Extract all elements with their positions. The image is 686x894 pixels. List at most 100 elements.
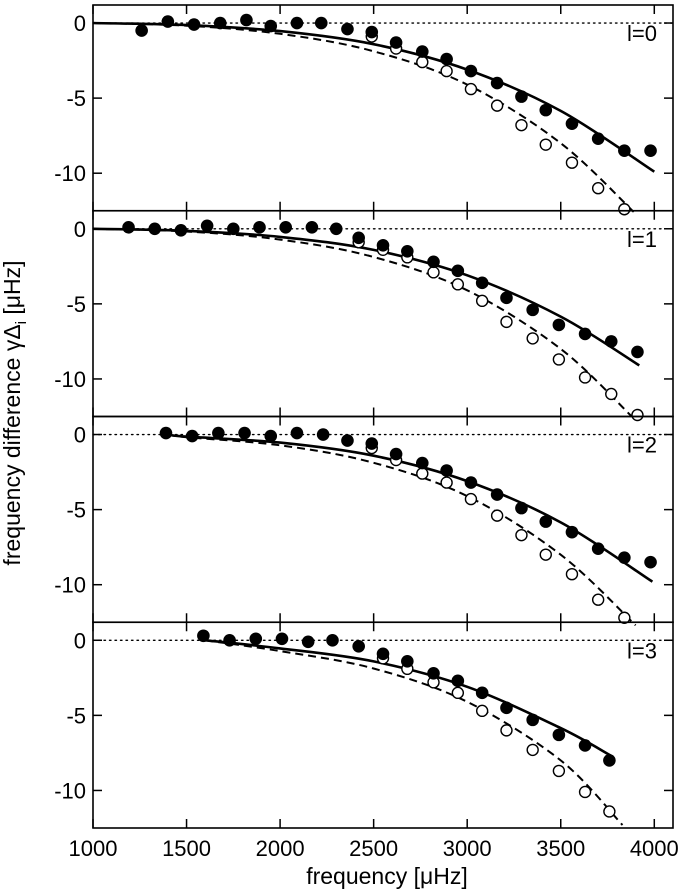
x-tick-label: 2000 bbox=[256, 836, 305, 861]
y-tick-label: -10 bbox=[54, 778, 86, 803]
panel-2: 0 -5 -10 l=2 bbox=[54, 415, 674, 627]
solid-curve bbox=[92, 21, 656, 173]
x-tick-label: 1500 bbox=[162, 836, 211, 861]
panel-label: l=3 bbox=[627, 638, 657, 663]
filled-point bbox=[352, 639, 365, 653]
filled-point bbox=[578, 739, 592, 752]
filled-point bbox=[329, 222, 343, 236]
filled-point bbox=[200, 219, 214, 233]
panel-0: 0 -5 -10 l=0 bbox=[54, 4, 674, 216]
filled-point bbox=[451, 674, 465, 688]
filled-point bbox=[376, 647, 390, 661]
x-axis-label: frequency [μHz] bbox=[306, 863, 468, 889]
open-point bbox=[475, 704, 489, 718]
y-tick-label: -10 bbox=[54, 367, 86, 392]
y-axis-label: frequency difference γΔi [μHz] bbox=[0, 260, 30, 565]
filled-point bbox=[264, 429, 278, 443]
open-point bbox=[631, 408, 644, 422]
open-point bbox=[605, 387, 618, 401]
filled-point bbox=[148, 222, 162, 236]
x-ticks: 1000 1500 2000 2500 3000 3500 4000 bbox=[69, 836, 679, 861]
filled-point bbox=[240, 13, 253, 27]
open-point bbox=[591, 593, 605, 606]
filled-point bbox=[490, 76, 504, 90]
y-tick-label: -5 bbox=[66, 292, 86, 317]
open-point bbox=[500, 724, 513, 737]
y-axis-label-main: frequency difference γΔ bbox=[0, 324, 25, 565]
filled-point bbox=[464, 476, 478, 489]
filled-point bbox=[275, 632, 289, 646]
filled-point bbox=[135, 24, 148, 37]
x-tick-label: 4000 bbox=[630, 836, 679, 861]
filled-point bbox=[565, 525, 579, 539]
filled-point bbox=[591, 132, 605, 145]
open-point bbox=[618, 203, 631, 216]
filled-point bbox=[415, 45, 429, 58]
x-tick-label: 3500 bbox=[536, 836, 585, 861]
filled-point bbox=[591, 542, 605, 555]
open-point bbox=[490, 509, 504, 522]
open-point bbox=[539, 138, 552, 151]
open-point bbox=[565, 156, 579, 169]
filled-point bbox=[238, 426, 251, 440]
open-point bbox=[578, 371, 592, 384]
filled-point bbox=[316, 428, 330, 441]
filled-point bbox=[365, 437, 379, 450]
y-tick-label: 0 bbox=[74, 423, 86, 448]
open-point bbox=[618, 611, 631, 624]
open-point bbox=[464, 492, 478, 506]
filled-point bbox=[341, 22, 354, 36]
filled-point bbox=[644, 144, 657, 157]
filled-point bbox=[301, 635, 315, 649]
filled-point bbox=[440, 464, 453, 477]
filled-point bbox=[401, 654, 414, 668]
filled-point bbox=[464, 64, 478, 78]
open-point bbox=[565, 567, 579, 581]
filled-point bbox=[500, 701, 513, 715]
open-point bbox=[416, 55, 429, 69]
filled-point bbox=[427, 667, 440, 680]
filled-point bbox=[249, 632, 263, 646]
open-point bbox=[451, 686, 465, 700]
filled-point bbox=[539, 103, 553, 117]
filled-point bbox=[341, 434, 354, 447]
open-point bbox=[451, 278, 465, 291]
filled-point bbox=[451, 264, 465, 278]
filled-point bbox=[644, 555, 657, 569]
open-point bbox=[440, 64, 453, 78]
open-point bbox=[552, 353, 566, 366]
filled-point bbox=[475, 686, 489, 700]
filled-point bbox=[389, 447, 403, 461]
open-point bbox=[539, 548, 552, 561]
open-point bbox=[578, 785, 592, 799]
panel-frame bbox=[92, 4, 674, 212]
dashed-curve bbox=[205, 639, 624, 826]
open-point bbox=[552, 764, 566, 778]
open-point bbox=[440, 476, 453, 489]
panels: 0 -5 -10 l=0 0 -5 -10 l=1 0 -5 -10 l=2 0 -5 -10 l=3 bbox=[54, 4, 674, 829]
filled-point bbox=[401, 244, 414, 258]
y-axis-label-unit: [μHz] bbox=[0, 260, 25, 321]
filled-point bbox=[490, 488, 504, 501]
filled-point bbox=[305, 220, 319, 234]
filled-point bbox=[389, 36, 403, 49]
filled-point bbox=[187, 18, 201, 31]
dashed-curve bbox=[167, 433, 637, 627]
y-tick-label: 0 bbox=[74, 628, 86, 653]
panel-label: l=0 bbox=[627, 21, 657, 46]
open-point bbox=[464, 82, 478, 96]
x-tick-label: 1000 bbox=[69, 836, 118, 861]
open-point bbox=[603, 805, 616, 818]
solid-curve bbox=[167, 433, 654, 583]
panel-frame bbox=[92, 415, 674, 624]
y-tick-label: -5 bbox=[66, 703, 86, 728]
solid-curve bbox=[92, 227, 640, 367]
panel-frame bbox=[92, 621, 674, 829]
filled-point bbox=[552, 318, 566, 332]
filled-point bbox=[174, 223, 188, 237]
y-tick-label: 0 bbox=[74, 11, 86, 36]
filled-point bbox=[264, 19, 278, 33]
filled-point bbox=[197, 629, 210, 643]
open-point bbox=[515, 528, 528, 542]
